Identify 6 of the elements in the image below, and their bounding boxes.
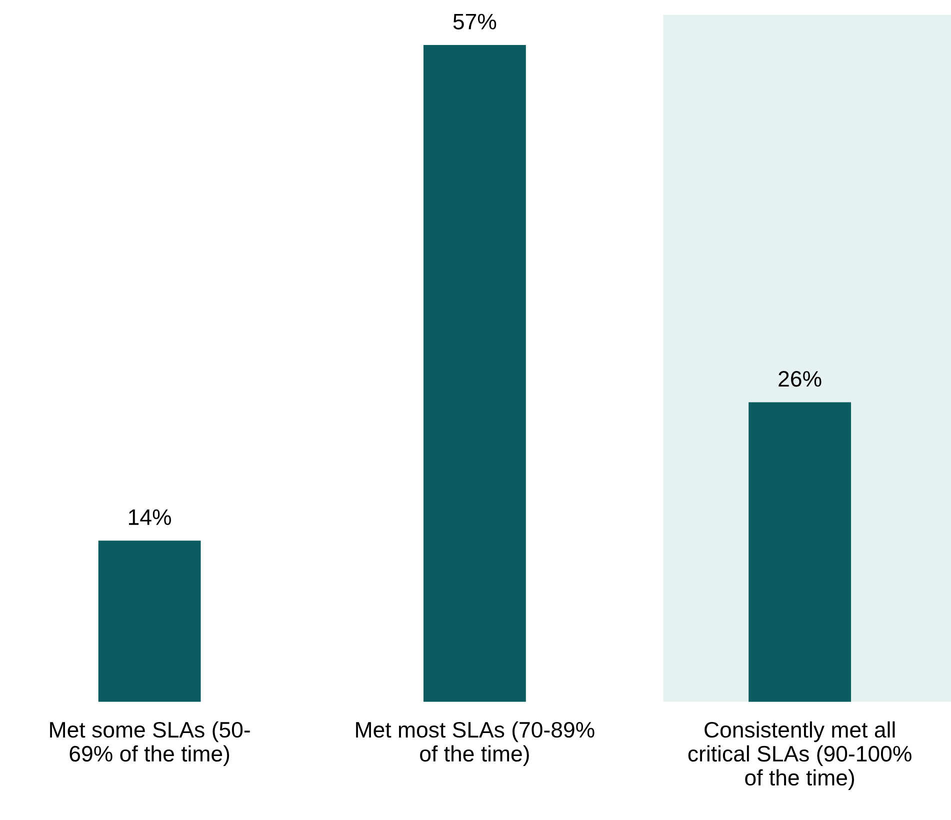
data-label: 14% — [129, 509, 172, 525]
x-tick-label: Met most SLAs (70-89% of the time) — [356, 721, 594, 766]
x-tick-label: Consistently met all critical SLAs (90-100% of the time) — [688, 721, 912, 790]
data-label: 26% — [778, 371, 822, 387]
x-tick-label: Met some SLAs (50- 69% of the time) — [50, 721, 250, 766]
data-label: 57% — [453, 14, 496, 30]
